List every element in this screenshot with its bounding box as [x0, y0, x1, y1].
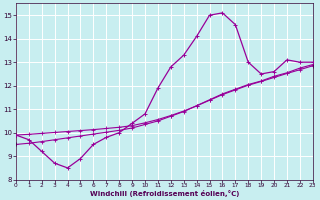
- X-axis label: Windchill (Refroidissement éolien,°C): Windchill (Refroidissement éolien,°C): [90, 190, 239, 197]
